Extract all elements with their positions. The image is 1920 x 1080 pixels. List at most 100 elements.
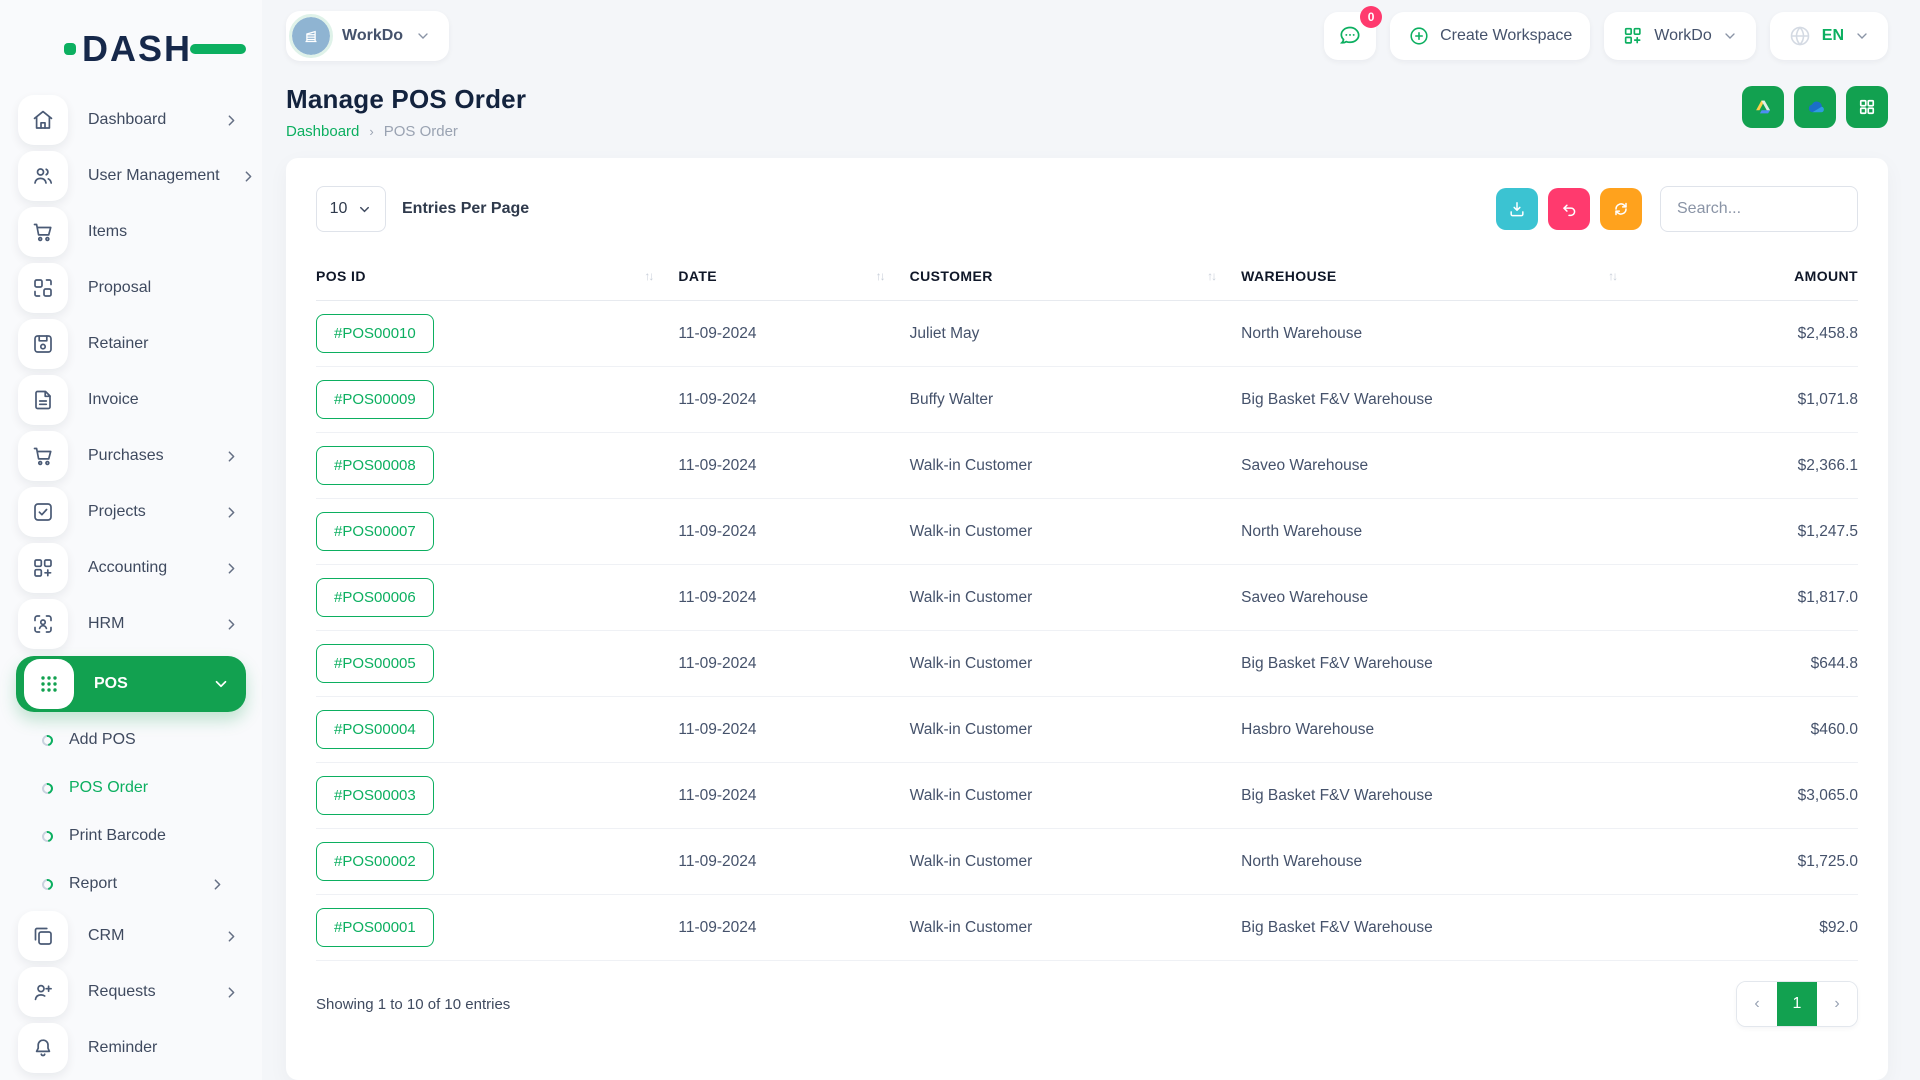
pos-orders-table: POS ID ↑↓ DATE ↑↓ CUSTOMER ↑↓ WAREHOUSE ↑↓ AMOUN… (316, 254, 1858, 961)
entries-per-page-value: 10 (329, 200, 348, 217)
logo-dot (64, 43, 76, 55)
apps-grid-button[interactable] (1846, 86, 1888, 128)
customer-name: Juliet May (909, 324, 980, 342)
breadcrumb-current: POS Order (383, 123, 458, 140)
bullet-icon (39, 732, 56, 748)
sidebar-item-label: Requests (88, 983, 156, 1000)
column-header-warehouse[interactable]: WAREHOUSE ↑↓ (1241, 254, 1643, 301)
order-amount: $1,725.0 (1797, 852, 1858, 870)
table-row: #POS00001 11-09-2024 Walk-in Customer Big B… (316, 894, 1858, 961)
sort-icon[interactable]: ↑↓ (1207, 269, 1217, 283)
chevron-right-icon (223, 984, 240, 1001)
pos-id-badge[interactable]: #POS00010 (316, 314, 434, 353)
customer-name: Walk-in Customer (909, 918, 1033, 936)
table-row: #POS00002 11-09-2024 Walk-in Customer North… (316, 828, 1858, 895)
showing-entries-text: Showing 1 to 10 of 10 entries (316, 995, 511, 1013)
sidebar-item-crm[interactable]: CRM (0, 908, 262, 964)
brand-logo[interactable]: DASH (0, 14, 262, 92)
pos-id-badge[interactable]: #POS00003 (316, 776, 434, 815)
pos-id-badge[interactable]: #POS00002 (316, 842, 434, 881)
workspace-selector[interactable]: WorkDo (286, 11, 450, 61)
order-amount: $1,817.0 (1797, 588, 1858, 606)
sidebar-item-retainer[interactable]: Retainer (0, 316, 262, 372)
pagination-prev-button[interactable]: ‹ (1737, 982, 1777, 1026)
sidebar-item-projects[interactable]: Projects (0, 484, 262, 540)
table-body: #POS00010 11-09-2024 Juliet May North Wareh… (316, 300, 1858, 961)
sidebar-item-reminder[interactable]: Reminder (0, 1020, 262, 1076)
pos-grid-icon (24, 659, 74, 709)
table-row: #POS00009 11-09-2024 Buffy Walter Big Baske… (316, 366, 1858, 433)
sidebar-item-items[interactable]: Items (0, 204, 262, 260)
pos-id-badge[interactable]: #POS00001 (316, 908, 434, 947)
chevron-right-icon (240, 168, 257, 185)
language-selector[interactable]: EN (1769, 12, 1888, 60)
order-date: 11-09-2024 (678, 456, 757, 474)
sidebar-item-invoice[interactable]: Invoice (0, 372, 262, 428)
pos-id-badge[interactable]: #POS00004 (316, 710, 434, 749)
plus-circle-icon (1410, 27, 1428, 45)
messages-button[interactable]: 0 (1324, 6, 1383, 60)
pagination-page-1[interactable]: 1 (1777, 982, 1817, 1026)
sidebar-item-purchases[interactable]: Purchases (0, 428, 262, 484)
sidebar-subitem-pos-order[interactable]: POS Order (0, 764, 262, 812)
pos-order-card: 10 Entries Per Page (286, 158, 1888, 1080)
sidebar-item-user-management[interactable]: User Management (0, 148, 262, 204)
column-header-customer[interactable]: CUSTOMER ↑↓ (909, 254, 1242, 301)
column-header-pos-id[interactable]: POS ID ↑↓ (316, 254, 679, 301)
column-header-amount[interactable]: AMOUNT (1642, 254, 1858, 301)
create-workspace-button[interactable]: Create Workspace (1390, 12, 1591, 60)
sidebar-nav: Dashboard User Management Items Proposal Ret… (0, 92, 262, 1076)
pagination: ‹ 1 › (1736, 981, 1858, 1027)
sidebar-item-accounting[interactable]: Accounting (0, 540, 262, 596)
sort-icon[interactable]: ↑↓ (1608, 269, 1618, 283)
pos-id-badge[interactable]: #POS00008 (316, 446, 434, 485)
sidebar-item-label: Reminder (88, 1039, 158, 1056)
pos-id-badge[interactable]: #POS00009 (316, 380, 434, 419)
cart-icon (18, 207, 68, 257)
pos-id-badge[interactable]: #POS00006 (316, 578, 434, 617)
workspace-name: WorkDo (342, 27, 404, 44)
chevron-right-icon (209, 876, 226, 893)
order-amount: $1,071.8 (1797, 390, 1858, 408)
google-drive-button[interactable] (1742, 86, 1784, 128)
sort-icon[interactable]: ↑↓ (644, 269, 654, 283)
pagination-next-button[interactable]: › (1817, 982, 1857, 1026)
workspace-menu-button[interactable]: WorkDo (1604, 12, 1756, 60)
sidebar-subitem-print-barcode[interactable]: Print Barcode (0, 812, 262, 860)
customer-name: Walk-in Customer (909, 588, 1033, 606)
table-row: #POS00006 11-09-2024 Walk-in Customer Saveo… (316, 564, 1858, 631)
sidebar-item-requests[interactable]: Requests (0, 964, 262, 1020)
order-date: 11-09-2024 (678, 390, 757, 408)
sidebar-item-dashboard[interactable]: Dashboard (0, 92, 262, 148)
sidebar-subitem-add-pos[interactable]: Add POS (0, 716, 262, 764)
refresh-button[interactable] (1600, 188, 1642, 230)
export-download-button[interactable] (1496, 188, 1538, 230)
sidebar-item-label: Accounting (88, 559, 168, 576)
breadcrumb-dashboard-link[interactable]: Dashboard (286, 123, 360, 140)
undo-button[interactable] (1548, 188, 1590, 230)
sidebar-item-hrm[interactable]: HRM (0, 596, 262, 652)
hrm-icon (18, 599, 68, 649)
sidebar-subitem-report[interactable]: Report (0, 860, 262, 908)
pos-id-badge[interactable]: #POS00005 (316, 644, 434, 683)
sidebar-item-proposal[interactable]: Proposal (0, 260, 262, 316)
users-icon (18, 151, 68, 201)
column-header-label: DATE (678, 268, 718, 284)
warehouse-name: Big Basket F&V Warehouse (1241, 390, 1433, 408)
order-amount: $92.0 (1819, 918, 1858, 936)
entries-per-page-select[interactable]: 10 (316, 186, 386, 232)
chevron-down-icon (1857, 33, 1867, 39)
brand-name: DASH (82, 28, 193, 69)
column-header-date[interactable]: DATE ↑↓ (678, 254, 910, 301)
column-header-label: POS ID (316, 268, 366, 284)
onedrive-button[interactable] (1794, 86, 1836, 128)
chevron-down-icon (418, 33, 428, 39)
workspace-avatar (289, 14, 333, 58)
pos-id-badge[interactable]: #POS00007 (316, 512, 434, 551)
sidebar-item-pos[interactable]: POS (16, 656, 246, 712)
search-input[interactable] (1660, 186, 1858, 232)
customer-name: Walk-in Customer (909, 786, 1033, 804)
logo-dash-bar (190, 44, 247, 54)
table-header-row: POS ID ↑↓ DATE ↑↓ CUSTOMER ↑↓ WAREHOUSE ↑↓ AMOUN… (316, 254, 1858, 301)
sort-icon[interactable]: ↑↓ (875, 269, 886, 283)
